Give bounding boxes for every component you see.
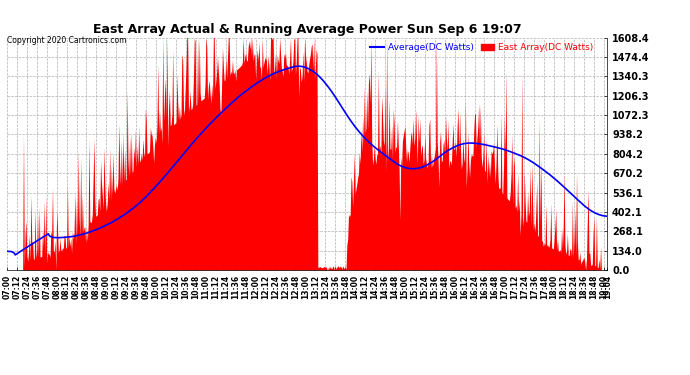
Title: East Array Actual & Running Average Power Sun Sep 6 19:07: East Array Actual & Running Average Powe… [92, 23, 522, 36]
Text: Copyright 2020 Cartronics.com: Copyright 2020 Cartronics.com [7, 36, 126, 45]
Legend: Average(DC Watts), East Array(DC Watts): Average(DC Watts), East Array(DC Watts) [367, 40, 597, 56]
